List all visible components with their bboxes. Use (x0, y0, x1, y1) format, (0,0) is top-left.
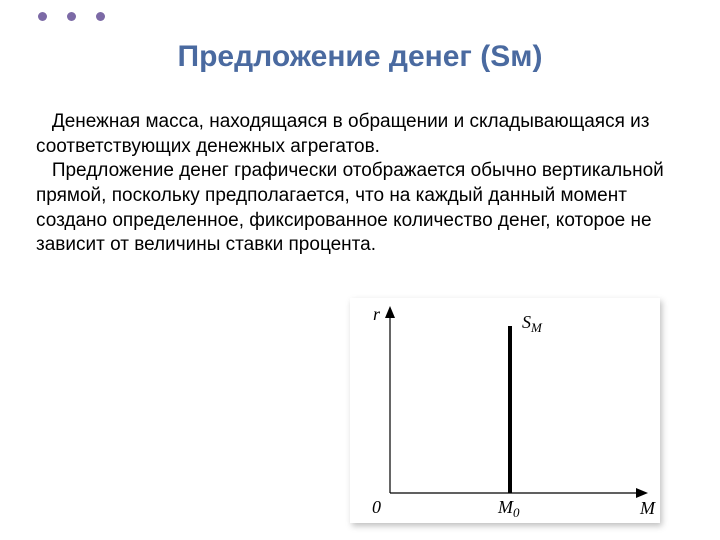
dot-icon (67, 12, 76, 21)
dot-icon (38, 12, 47, 21)
money-supply-chart: r M 0 M0 SM (350, 298, 660, 523)
origin-label: 0 (372, 497, 381, 517)
decorative-dots (38, 12, 105, 21)
slide-body: Денежная масса, находящаяся в обращении … (36, 110, 676, 258)
dot-icon (96, 12, 105, 21)
curve-label: SM (522, 312, 543, 335)
x-axis-arrow (636, 488, 648, 498)
x-axis-label: M (639, 498, 656, 518)
supply-tick-label: M0 (497, 497, 520, 520)
y-axis-label: r (373, 304, 381, 324)
y-axis-arrow (385, 306, 395, 318)
chart-svg: r M 0 M0 SM (350, 298, 660, 523)
slide-title: Предложение денег (Sм) (0, 40, 720, 74)
